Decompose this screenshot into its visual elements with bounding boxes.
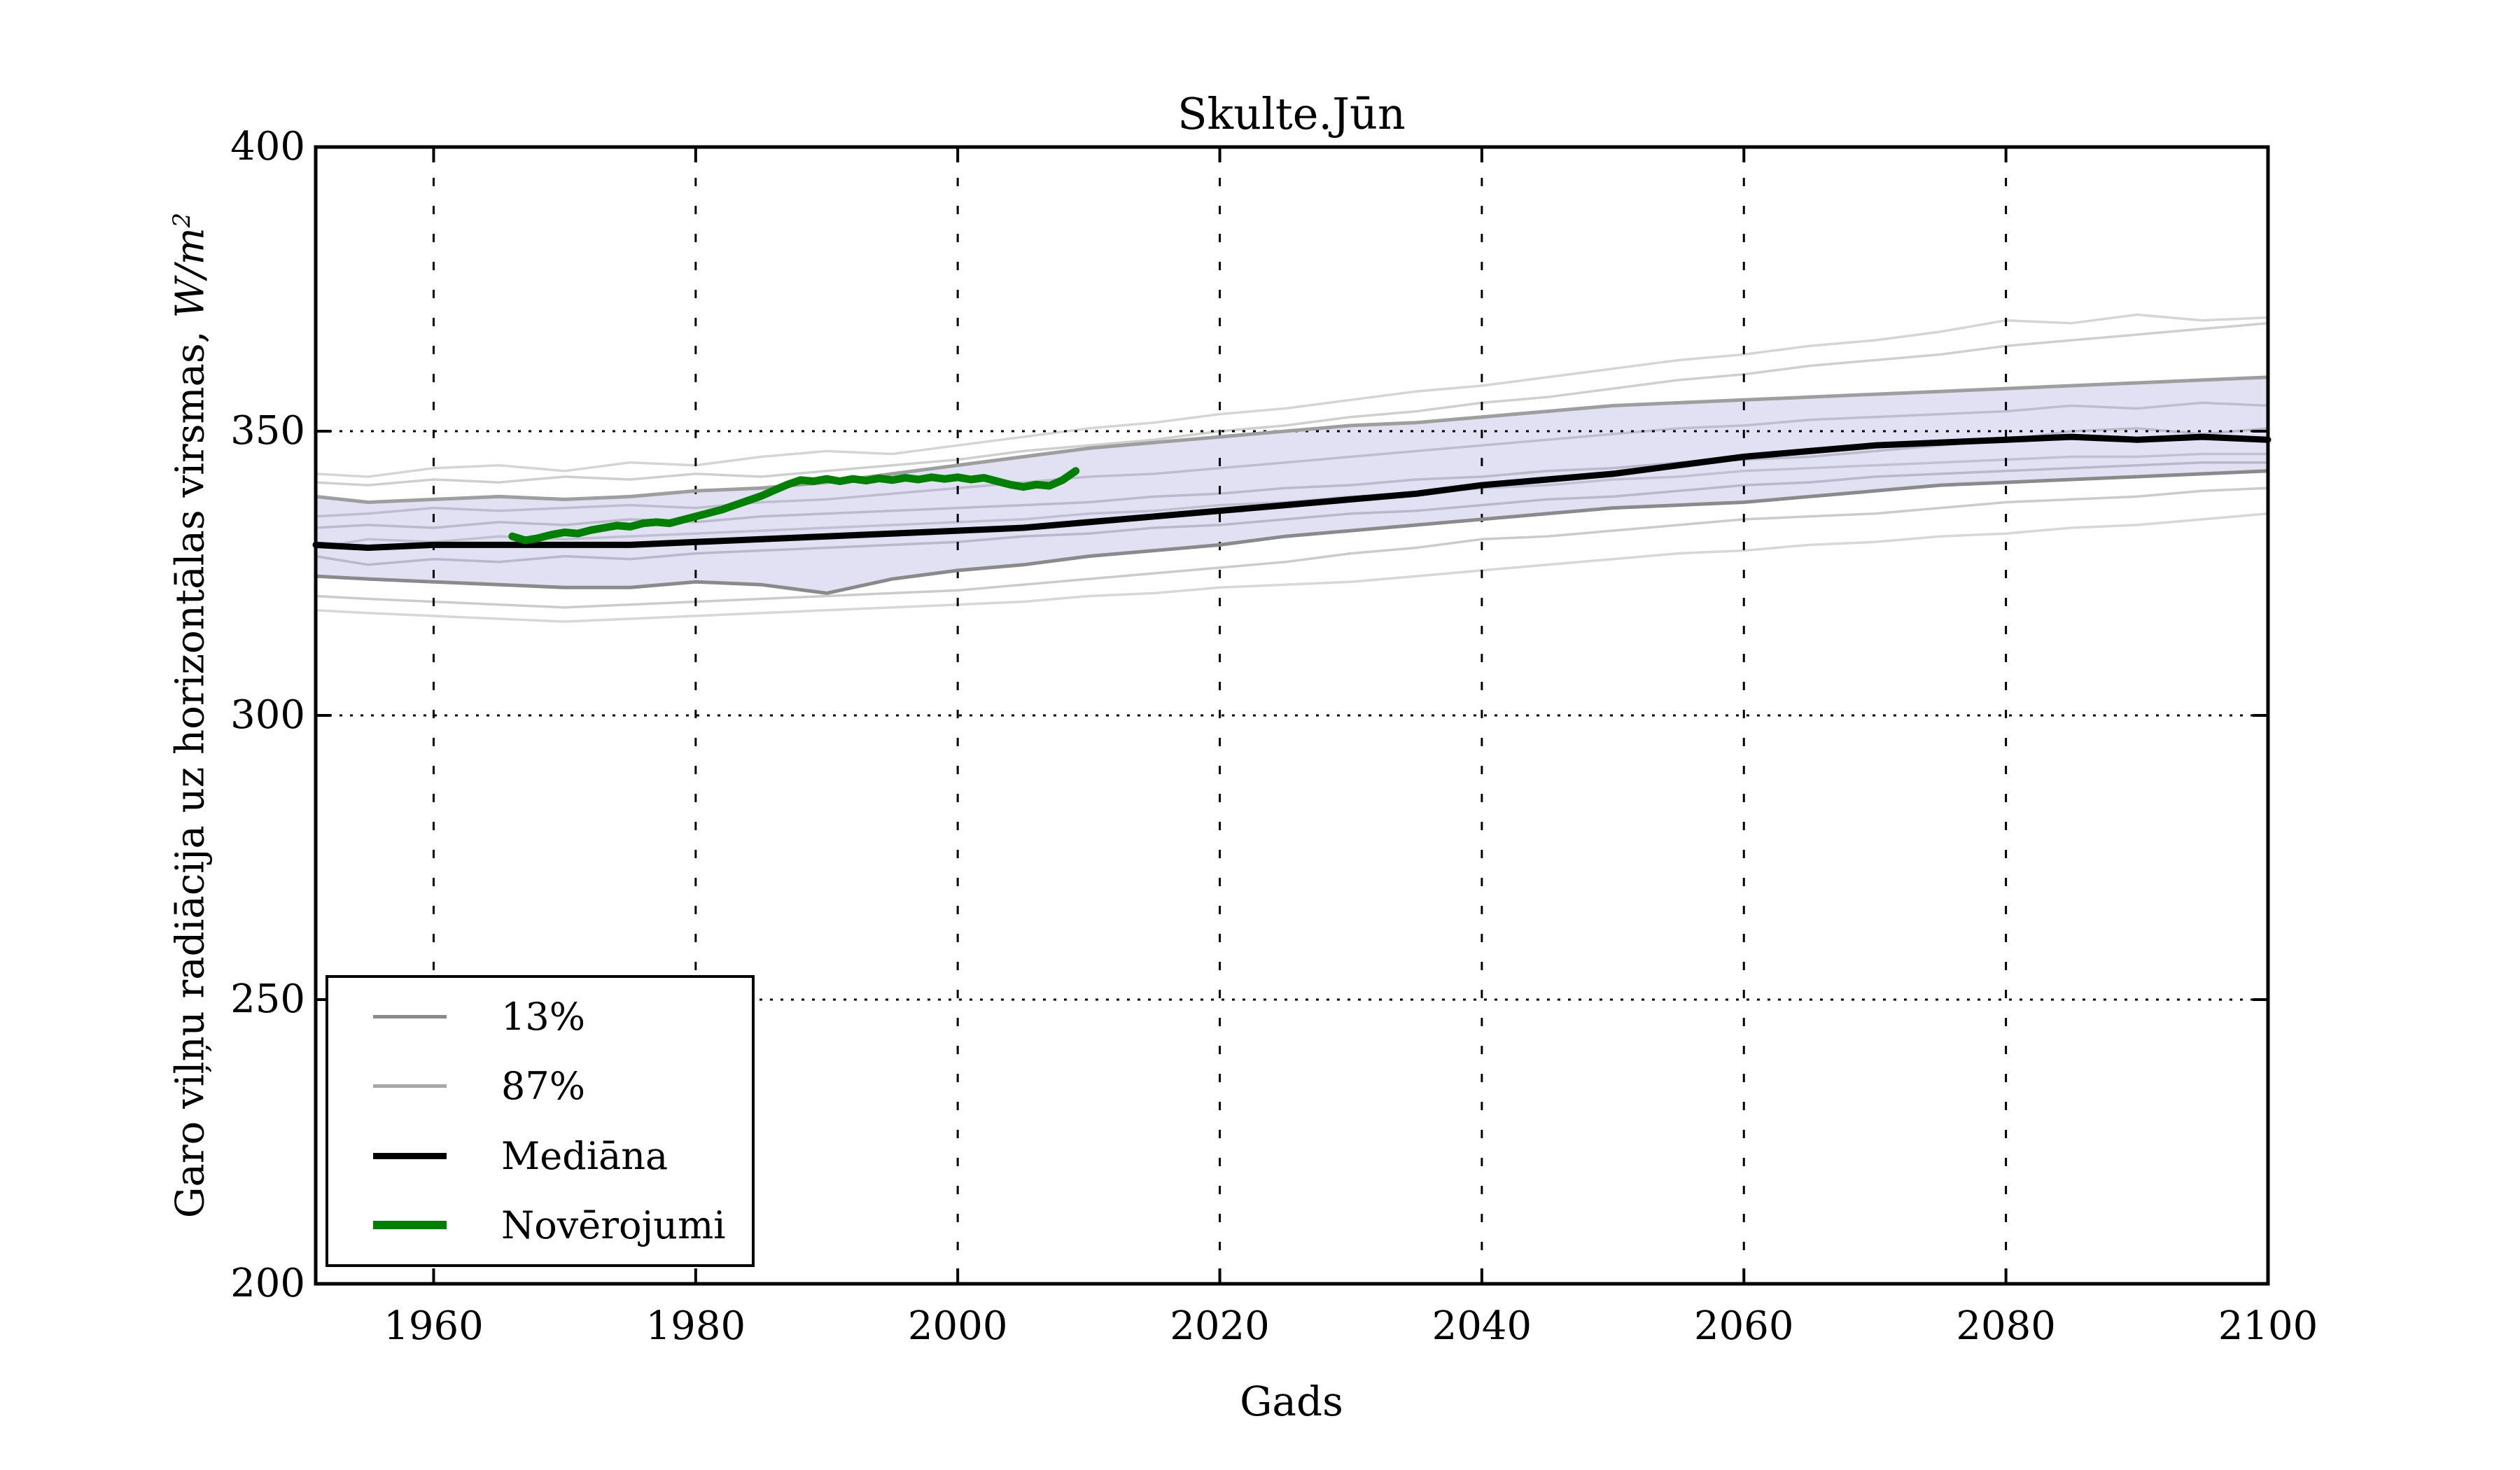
y-axis-label-exponent: 2 bbox=[167, 212, 195, 228]
x-tick-label: 1960 bbox=[384, 1303, 484, 1349]
legend-label-mediana: Mediāna bbox=[501, 1133, 668, 1178]
legend-label-noverojumi: Novērojumi bbox=[501, 1203, 726, 1247]
series-ensemble-light-7 bbox=[314, 486, 2269, 609]
y-axis-label-text: Garo viļņu radiācija uz horizontālas vir… bbox=[167, 318, 214, 1219]
x-tick-label: 2040 bbox=[1432, 1303, 1532, 1349]
legend-line-13pct bbox=[373, 1015, 447, 1019]
legend-row-13pct: 13% bbox=[328, 995, 752, 1039]
legend-label-87pct: 87% bbox=[501, 1064, 586, 1109]
y-tick-label: 300 bbox=[230, 692, 305, 738]
legend-line-mediana bbox=[373, 1152, 447, 1159]
legend-label-13pct: 13% bbox=[501, 995, 586, 1040]
series-percentile-87 bbox=[314, 375, 2270, 504]
legend-row-87pct: 87% bbox=[328, 1064, 752, 1108]
y-axis-label-units: W/m bbox=[167, 227, 214, 318]
series-percentile-13 bbox=[314, 469, 2270, 595]
legend-row-mediana: Mediāna bbox=[328, 1134, 752, 1178]
x-tick-label: 2080 bbox=[1956, 1303, 2056, 1349]
y-tick-label: 350 bbox=[230, 408, 305, 454]
chart-title: Skulte.Jūn bbox=[1177, 88, 1406, 139]
legend: 13% 87% Mediāna Novērojumi bbox=[326, 975, 755, 1267]
series-ensemble-light-3 bbox=[314, 401, 2269, 518]
legend-row-noverojumi: Novērojumi bbox=[328, 1203, 752, 1247]
x-tick-label: 2020 bbox=[1170, 1303, 1270, 1349]
series-ensemble-light-2 bbox=[314, 321, 2269, 486]
series-noverojumi bbox=[508, 467, 1080, 545]
series-ensemble-light-8 bbox=[314, 512, 2269, 623]
plot-border bbox=[314, 145, 2270, 1286]
legend-line-87pct bbox=[373, 1084, 447, 1088]
legend-line-noverojumi bbox=[373, 1221, 447, 1230]
y-tick-label: 250 bbox=[230, 976, 305, 1022]
series-ensemble-light-1 bbox=[314, 313, 2269, 478]
y-axis-label: Garo viļņu radiācija uz horizontālas vir… bbox=[168, 213, 214, 1219]
x-tick-label: 2060 bbox=[1694, 1303, 1794, 1349]
x-tick-label: 2100 bbox=[2218, 1303, 2318, 1349]
y-tick-label: 400 bbox=[230, 124, 305, 169]
x-tick-label: 2000 bbox=[907, 1303, 1008, 1349]
series-mediana bbox=[312, 433, 2272, 551]
series-ensemble-light-6 bbox=[314, 461, 2269, 566]
x-axis-label: Gads bbox=[1240, 1378, 1343, 1425]
y-tick-label: 200 bbox=[230, 1261, 305, 1306]
x-tick-label: 1980 bbox=[645, 1303, 746, 1349]
